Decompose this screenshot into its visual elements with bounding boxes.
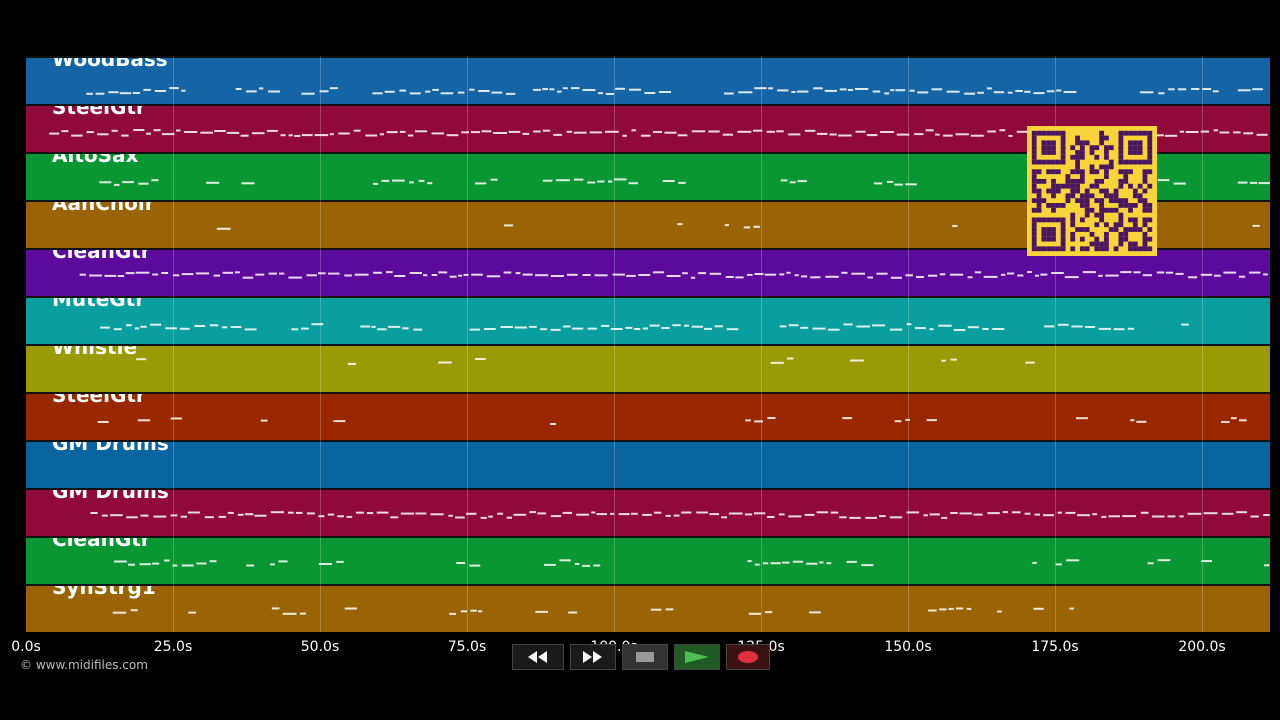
track-name: AltoSax: [52, 152, 139, 167]
track-name: Whistle: [52, 344, 138, 359]
note-roll: [90, 511, 1270, 519]
track-name: GM Drums: [52, 440, 169, 455]
qr-code: [1027, 126, 1157, 256]
track-name: AahChoir: [52, 200, 155, 215]
track-lane[interactable]: Whistle: [26, 344, 1270, 392]
time-tick-label: 150.0s: [884, 639, 932, 655]
note-roll: [49, 129, 1268, 137]
time-tick-label: 0.0s: [11, 639, 41, 655]
time-tick-label: 175.0s: [1031, 639, 1079, 655]
note-roll: [113, 559, 1270, 567]
track-name: SteelGtr: [52, 392, 146, 407]
track-lane[interactable]: CleanGtr: [26, 248, 1270, 296]
note-roll: [79, 271, 1268, 279]
fast-forward-button[interactable]: [570, 644, 616, 670]
play-icon: [685, 651, 709, 663]
track-lanes: WoodBass SteelGtr AltoSax AahChoir CleanGtr M…: [26, 56, 1270, 632]
track-lane[interactable]: SynStrg1: [26, 584, 1270, 632]
note-roll: [136, 357, 1035, 365]
transport-controls: [512, 644, 770, 670]
time-tick-label: 75.0s: [447, 639, 487, 655]
note-roll: [26, 442, 1270, 488]
note-roll: [97, 417, 1247, 425]
track-name: CleanGtr: [52, 248, 151, 263]
track-name: GM Drums: [52, 488, 169, 503]
copyright-text: © www.midifiles.com: [20, 658, 148, 672]
note-roll: [216, 223, 1260, 230]
rewind-button[interactable]: [512, 644, 564, 670]
track-name: SteelGtr: [52, 104, 146, 119]
track-name: MuteGtr: [52, 296, 146, 311]
stop-icon: [636, 652, 654, 662]
stop-button[interactable]: [622, 644, 668, 670]
record-icon: [738, 651, 758, 663]
track-lane[interactable]: GM Drums: [26, 440, 1270, 488]
note-roll: [112, 607, 1074, 615]
time-tick-label: 200.0s: [1178, 639, 1226, 655]
track-lane[interactable]: GM Drums: [26, 488, 1270, 536]
time-tick-label: 50.0s: [300, 639, 340, 655]
rewind-icon: [528, 651, 547, 663]
note-roll: [100, 323, 1189, 331]
track-lane[interactable]: SteelGtr: [26, 392, 1270, 440]
play-button[interactable]: [674, 644, 720, 670]
track-lane[interactable]: CleanGtr: [26, 536, 1270, 584]
fast-forward-icon: [583, 651, 602, 663]
track-name: SynStrg1: [52, 584, 156, 599]
time-tick-label: 25.0s: [153, 639, 193, 655]
note-roll: [99, 178, 1270, 186]
track-name: CleanGtr: [52, 536, 151, 551]
record-button[interactable]: [726, 644, 770, 670]
track-name: WoodBass: [52, 56, 168, 71]
track-lane[interactable]: WoodBass: [26, 56, 1270, 104]
track-lane[interactable]: MuteGtr: [26, 296, 1270, 344]
note-roll: [86, 87, 1263, 95]
